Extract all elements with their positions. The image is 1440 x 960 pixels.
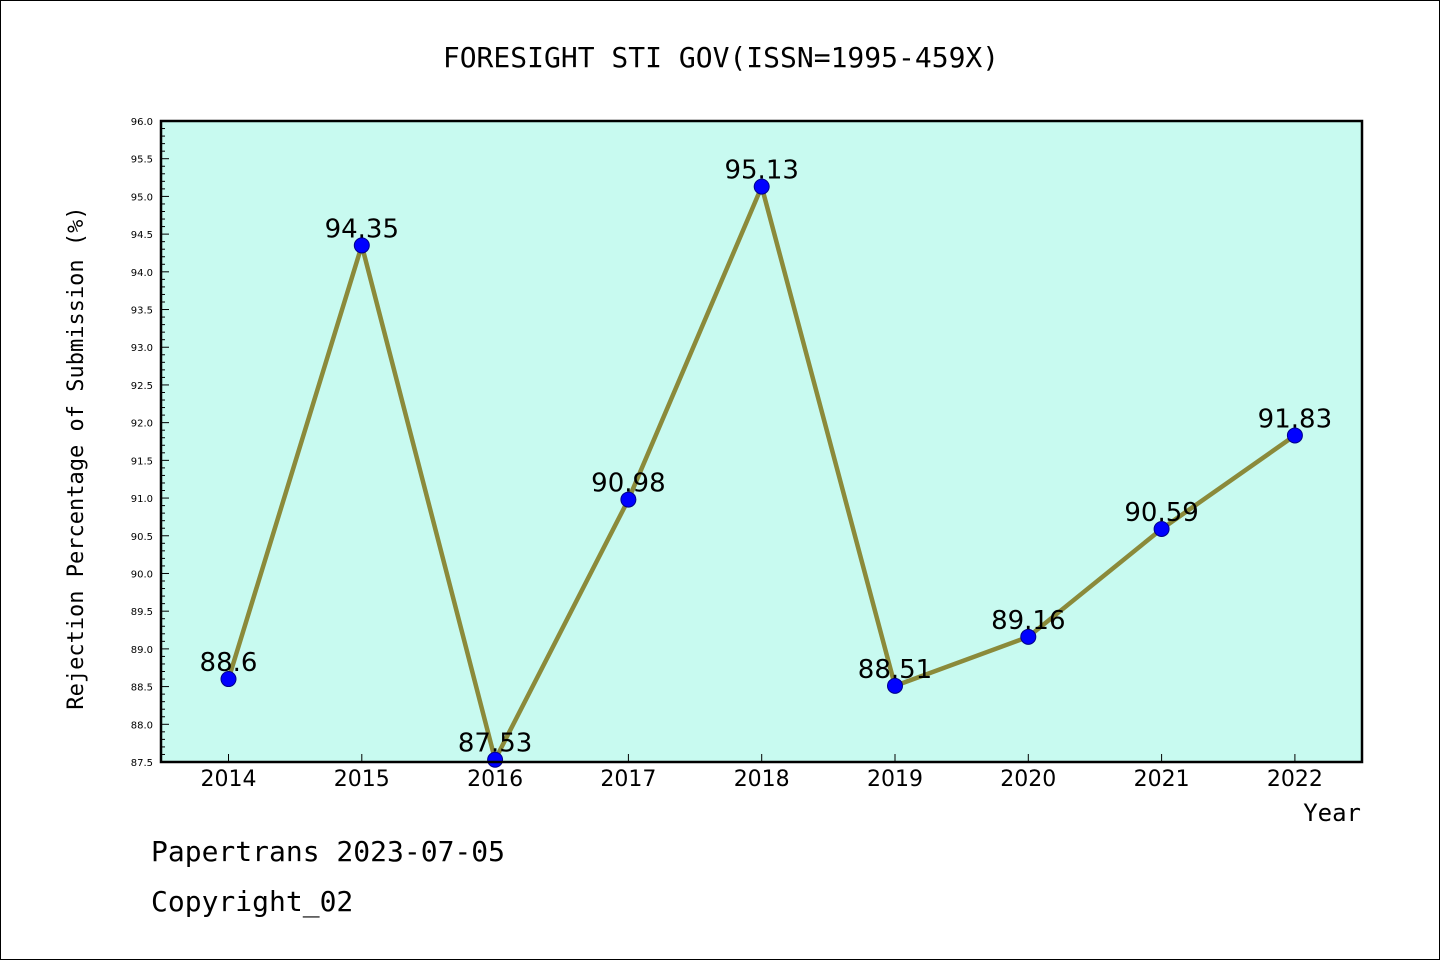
y-tick-label: 92.0 [131, 419, 153, 430]
data-point [487, 751, 504, 768]
data-point [220, 671, 237, 688]
y-tick-label: 87.5 [131, 758, 153, 769]
data-label: 88.6 [200, 648, 258, 678]
y-tick-label: 88.0 [131, 720, 153, 731]
x-tick-label: 2021 [1134, 767, 1190, 792]
y-tick-label: 88.5 [131, 683, 153, 694]
series-rejection-rate: 88.6 94.35 87.53 90.98 95.13 88.51 89.16 90.59 9… [200, 156, 1332, 768]
data-point [1153, 520, 1170, 537]
data-point [620, 491, 637, 508]
data-point [1286, 427, 1303, 444]
data-label: 90.98 [591, 469, 665, 499]
x-tick-label: 2015 [334, 767, 390, 792]
data-label: 89.16 [991, 606, 1065, 636]
footer-copyright: Copyright_02 [151, 885, 354, 918]
y-tick-label: 90.5 [131, 532, 153, 543]
data-label: 88.51 [858, 655, 932, 685]
x-tick-label: 2022 [1267, 767, 1323, 792]
chart-title: FORESIGHT STI GOV(ISSN=1995-459X) [443, 41, 999, 74]
data-label: 90.59 [1124, 498, 1198, 528]
y-tick-label: 94.5 [131, 230, 153, 241]
data-point [887, 677, 903, 694]
y-tick-label: 91.5 [131, 456, 153, 467]
y-tick-label: 91.0 [131, 494, 153, 505]
y-tick-label: 90.0 [131, 569, 153, 580]
y-tick-label: 95.0 [131, 192, 153, 203]
x-axis: 2014 2015 2016 2017 2018 2019 2020 2021 2022 [201, 754, 1323, 792]
data-label: 87.53 [458, 729, 532, 759]
plot-area [161, 121, 1362, 762]
y-tick-label: 95.5 [131, 155, 153, 166]
x-axis-label: Year [1303, 799, 1361, 827]
y-tick-label: 89.0 [131, 645, 153, 656]
y-axis-label: Rejection Percentage of Submission (%) [64, 206, 89, 709]
y-tick-label: 93.0 [131, 343, 153, 354]
x-tick-label: 2020 [1000, 767, 1056, 792]
y-tick-label: 94.0 [131, 268, 153, 279]
data-point [753, 178, 770, 195]
plot-border [159, 119, 1364, 764]
x-tick-label: 2014 [201, 767, 257, 792]
x-tick-label: 2018 [734, 767, 790, 792]
y-tick-label: 96.0 [131, 117, 153, 128]
data-label: 91.83 [1258, 404, 1332, 434]
footer-date: Papertrans 2023-07-05 [151, 835, 506, 868]
y-tick-label: 93.5 [131, 306, 153, 317]
x-tick-label: 2017 [600, 767, 656, 792]
data-label: 94.35 [325, 214, 399, 244]
y-tick-label: 89.5 [131, 607, 153, 618]
y-axis: 87.5 88.0 88.5 89.0 89.5 90.0 90.5 91.0 91.5 92.0… [131, 117, 169, 769]
data-point [1020, 628, 1037, 645]
x-tick-label: 2019 [867, 767, 923, 792]
y-tick-label: 92.5 [131, 381, 153, 392]
x-tick-label: 2016 [467, 767, 523, 792]
data-point [353, 237, 370, 254]
data-label: 95.13 [724, 156, 798, 186]
